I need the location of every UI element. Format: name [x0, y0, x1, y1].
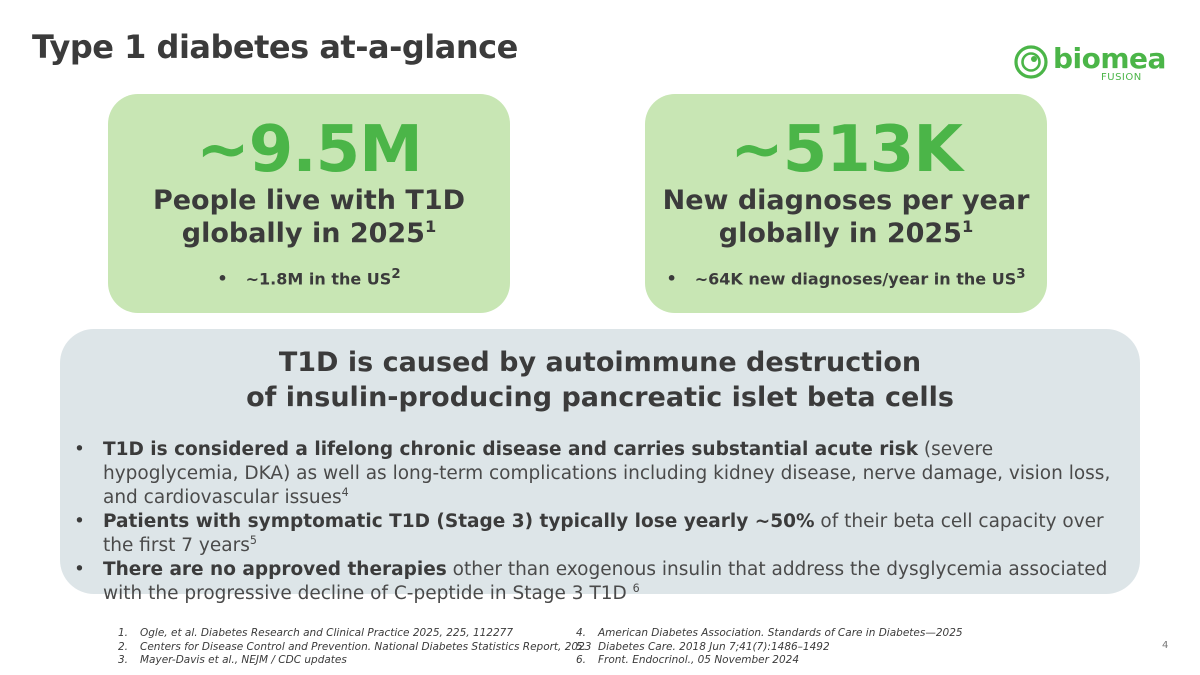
reference-item: 1. Ogle, et al. Diabetes Research and Cli…: [118, 627, 591, 641]
reference-number: 1.: [118, 627, 129, 639]
reference-item: 5. Diabetes Care. 2018 Jun 7;41(7):1486–1…: [576, 641, 963, 655]
reference-number: 5.: [576, 640, 587, 653]
footnote-ref: 3: [1016, 267, 1026, 282]
slide-title: Type 1 diabetes at-a-glance: [32, 28, 518, 66]
stat-label: New diagnoses per year globally in 20251: [645, 184, 1047, 250]
bullet-bold-text: There are no approved therapies: [103, 559, 447, 580]
stat-label: People live with T1D globally in 20251: [108, 184, 510, 250]
reference-text: Diabetes Care. 2018 Jun 7;41(7):1486–149…: [598, 640, 830, 653]
bullet-text: Patients with symptomatic T1D (Stage 3) …: [103, 511, 1104, 556]
footnote-ref: 4: [341, 485, 349, 499]
stat-card-people-living: ~9.5M People live with T1D globally in 2…: [108, 94, 510, 313]
bullet-text: There are no approved therapies other th…: [103, 559, 1107, 604]
reference-number: 2.: [118, 640, 129, 653]
footnote-ref: 1: [424, 217, 437, 236]
info-bullet-list: T1D is considered a lifelong chronic dis…: [74, 438, 1134, 606]
reference-number: 6.: [576, 654, 587, 666]
logo-wordmark: biomea: [1053, 42, 1166, 75]
bullet-body-text: other than exogenous insulin that addres…: [103, 559, 1108, 604]
page-number: 4: [1162, 640, 1169, 651]
reference-text: Centers for Disease Control and Preventi…: [140, 640, 592, 653]
stat-label-line1: People live with T1D: [152, 185, 466, 216]
stat-card-new-diagnoses: ~513K New diagnoses per year globally in…: [645, 94, 1047, 313]
stat-sub-text: ~64K new diagnoses/year in the US: [694, 269, 1017, 289]
stat-sub-bullet: • ~64K new diagnoses/year in the US3: [645, 267, 1047, 288]
info-heading-line2: of insulin-producing pancreatic islet be…: [246, 382, 954, 413]
info-bullet: Patients with symptomatic T1D (Stage 3) …: [74, 510, 1134, 558]
footnote-ref: 2: [391, 267, 401, 282]
bullet-body-text: of their beta cell capacity over the fir…: [103, 511, 1104, 556]
bullet-text: T1D is considered a lifelong chronic dis…: [103, 439, 1110, 508]
reference-text: Front. Endocrinol., 05 November 2024: [598, 654, 800, 666]
bullet-bold-text: T1D is considered a lifelong chronic dis…: [103, 439, 919, 460]
stat-value: ~513K: [730, 113, 963, 187]
footnote-ref: 5: [249, 533, 257, 547]
reference-item: 2. Centers for Disease Control and Preven…: [118, 641, 591, 655]
reference-item: 4. American Diabetes Association. Standar…: [576, 627, 963, 641]
footnote-ref: 6: [632, 581, 640, 595]
stat-sub-text: ~1.8M in the US: [245, 269, 392, 289]
reference-number: 4.: [576, 627, 587, 639]
bullet-dot: •: [666, 269, 677, 289]
references-left: 1. Ogle, et al. Diabetes Research and Cli…: [118, 627, 591, 668]
footnote-ref: 1: [961, 217, 974, 236]
info-panel: T1D is caused by autoimmune destruction …: [60, 329, 1140, 604]
biomea-fusion-logo: biomea FUSION: [1013, 42, 1173, 88]
info-heading-line1: T1D is caused by autoimmune destruction: [278, 347, 922, 378]
bullet-body-text: (severe hypoglycemia, DKA) as well as lo…: [103, 439, 1111, 508]
reference-item: 6. Front. Endocrinol., 05 November 2024: [576, 654, 963, 668]
reference-number: 3.: [118, 654, 129, 666]
info-heading: T1D is caused by autoimmune destruction …: [60, 345, 1140, 415]
stat-label-line2: globally in 2025: [718, 218, 962, 249]
reference-text: Ogle, et al. Diabetes Research and Clini…: [140, 627, 514, 639]
reference-item: 3. Mayer-Davis et al., NEJM / CDC updates: [118, 654, 591, 668]
bullet-dot: •: [217, 269, 228, 289]
bullet-bold-text: Patients with symptomatic T1D (Stage 3) …: [103, 511, 815, 532]
reference-text: American Diabetes Association. Standards…: [598, 627, 963, 639]
stat-label-line2: globally in 2025: [181, 218, 425, 249]
stat-value: ~9.5M: [196, 113, 423, 187]
reference-text: Mayer-Davis et al., NEJM / CDC updates: [140, 654, 347, 666]
biomea-logo-icon: [1014, 45, 1048, 79]
stat-sub-bullet: • ~1.8M in the US2: [108, 267, 510, 288]
info-bullet: There are no approved therapies other th…: [74, 558, 1134, 606]
references-right: 4. American Diabetes Association. Standar…: [576, 627, 963, 668]
logo-subtext: FUSION: [1101, 72, 1142, 83]
stat-label-line1: New diagnoses per year: [662, 185, 1030, 216]
info-bullet: T1D is considered a lifelong chronic dis…: [74, 438, 1134, 510]
